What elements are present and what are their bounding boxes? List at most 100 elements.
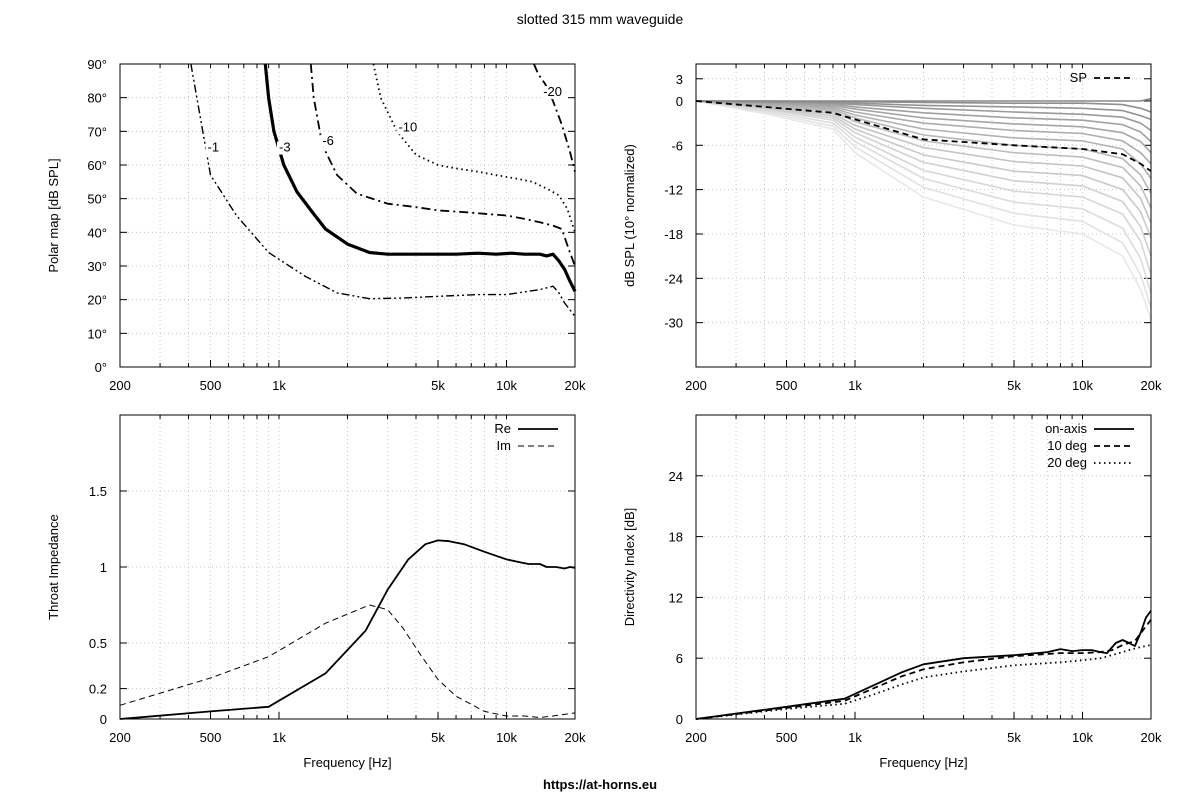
y-tick-label: 0.5 (89, 636, 107, 651)
y-tick-label: 0 (676, 712, 683, 727)
y-tick-label: -24 (664, 271, 683, 286)
x-tick-label: 500 (200, 730, 222, 745)
x-tick-label: 5k (431, 378, 445, 393)
series-line-re (119, 539, 576, 720)
y-tick-label: 90° (87, 57, 107, 72)
legend-label: Im (497, 438, 511, 453)
series-line-im (119, 604, 576, 718)
y-tick-label: 60° (87, 158, 107, 173)
x-tick-label: 500 (200, 378, 222, 393)
legend-label: 20 deg (1047, 455, 1087, 470)
contour-label-bg (541, 85, 567, 99)
x-tick-label: 200 (685, 730, 707, 745)
series-line (695, 100, 1152, 257)
contour-label: -20 (543, 84, 562, 99)
y-tick-label: 6 (676, 651, 683, 666)
contour-label: -3 (279, 140, 291, 155)
contour-label-bg (277, 141, 296, 155)
series-line--3 (263, 63, 577, 293)
y-axis-label: Polar map [dB SPL] (46, 158, 61, 272)
x-tick-label: 200 (109, 378, 131, 393)
y-tick-label: 18 (669, 530, 683, 545)
legend-label: on-axis (1045, 421, 1087, 436)
contour-label-bg (320, 134, 339, 148)
contour-label: -1 (208, 140, 220, 155)
series-line (695, 100, 1152, 294)
contour-label: -6 (322, 133, 334, 148)
y-tick-label: 50° (87, 192, 107, 207)
x-tick-label: 20k (565, 730, 586, 745)
x-tick-label: 20k (1141, 730, 1162, 745)
legend-label: Re (494, 421, 511, 436)
y-tick-label: 30° (87, 259, 107, 274)
series-line--6 (309, 63, 576, 267)
series-line (695, 100, 1152, 320)
contour-label: -10 (398, 119, 417, 134)
x-tick-label: 1k (848, 378, 862, 393)
x-tick-label: 10k (1072, 730, 1093, 745)
footer-url: https://at-horns.eu (543, 777, 657, 792)
series-line-20-deg (695, 644, 1152, 720)
series-line--20 (533, 63, 576, 172)
y-tick-label: 0° (95, 360, 107, 375)
x-tick-label: 20k (565, 378, 586, 393)
y-tick-label: 80° (87, 91, 107, 106)
x-axis-label: Frequency [Hz] (303, 755, 391, 770)
y-tick-label: -30 (664, 316, 683, 331)
series-line (695, 100, 1152, 275)
plot-frame (119, 414, 576, 720)
plot-frame (695, 414, 1152, 720)
y-axis-label: dB SPL (10° normalized) (622, 144, 637, 287)
x-tick-label: 5k (1007, 730, 1021, 745)
x-tick-label: 200 (109, 730, 131, 745)
x-tick-label: 200 (685, 378, 707, 393)
y-tick-label: -6 (671, 138, 683, 153)
panel-spl-normalized: 200 500 1k 5k 10k 20k 3 0 -6 -12 -18 -24 -30 dB SPL (… (622, 63, 1162, 393)
x-tick-label: 5k (1007, 378, 1021, 393)
y-tick-label: 0 (676, 94, 683, 109)
x-tick-label: 5k (431, 730, 445, 745)
series-line (695, 100, 1152, 309)
plot-frame (695, 63, 1152, 368)
series-line (696, 97, 1152, 102)
y-tick-label: -12 (664, 183, 683, 198)
x-tick-label: 1k (272, 378, 286, 393)
x-tick-label: 10k (496, 378, 517, 393)
legend-label: 10 deg (1047, 438, 1087, 453)
x-tick-label: 1k (272, 730, 286, 745)
series-line (695, 100, 1152, 238)
y-tick-label: 3 (676, 72, 683, 87)
plot-frame (119, 63, 576, 368)
x-axis-label: Frequency [Hz] (879, 755, 967, 770)
panel-polar-map: -1 -3 -6 -10 -20 200 500 1k 5k 10k 20k 0° 10° 20° 30° 4… (46, 57, 586, 393)
series-line (695, 100, 1152, 165)
series-line (695, 100, 1152, 209)
series-line--1 (190, 63, 576, 317)
y-tick-label: 70° (87, 124, 107, 139)
x-tick-label: 500 (776, 378, 798, 393)
series-line-10-deg (695, 619, 1152, 720)
y-tick-label: 0 (100, 712, 107, 727)
y-axis-label: Directivity Index [dB] (622, 508, 637, 627)
y-tick-label: 40° (87, 225, 107, 240)
series-line (695, 100, 1152, 154)
x-tick-label: 10k (1072, 378, 1093, 393)
x-tick-label: 20k (1141, 378, 1162, 393)
y-tick-label: 12 (669, 590, 683, 605)
y-tick-label: -18 (664, 227, 683, 242)
chart-title: slotted 315 mm waveguide (517, 11, 684, 27)
x-tick-label: 1k (848, 730, 862, 745)
series-line-sp (695, 100, 1152, 172)
series-line (695, 100, 1152, 179)
legend-label: SP (1070, 70, 1087, 85)
y-tick-label: 24 (669, 469, 683, 484)
contour-label-bg (396, 121, 422, 135)
series-line (695, 100, 1152, 194)
y-tick-label: 1 (100, 560, 107, 575)
y-axis-label: Throat Impedance (46, 514, 61, 620)
x-tick-label: 10k (496, 730, 517, 745)
y-tick-label: 10° (87, 326, 107, 341)
panel-directivity-index: 200 500 1k 5k 10k 20k 0 6 12 18 24 Directivity Inde… (622, 414, 1162, 770)
y-tick-label: 1.5 (89, 484, 107, 499)
